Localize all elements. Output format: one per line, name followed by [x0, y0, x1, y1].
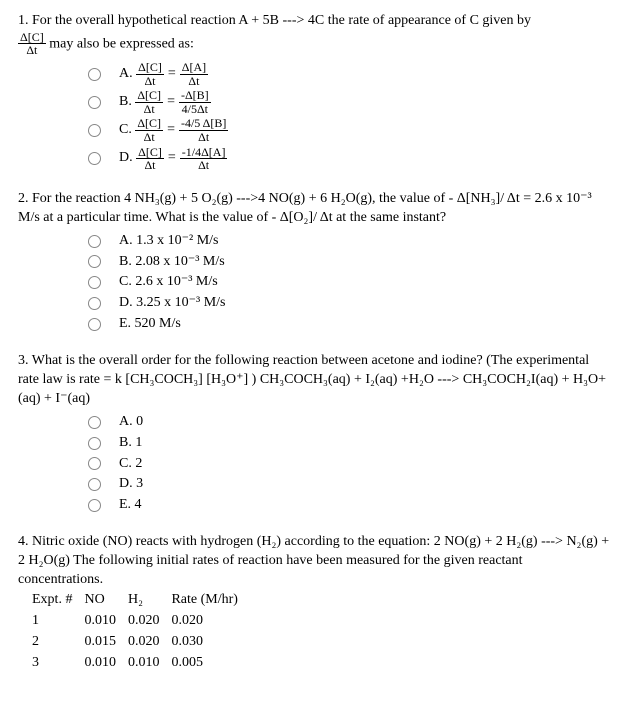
table-cell: 2 [26, 632, 78, 653]
q3-option-a: A. 0 [88, 413, 610, 432]
q3-option-b: B. 1 [88, 434, 610, 453]
q4-stem: 4. Nitric oxide (NO) reacts with hydroge… [18, 533, 610, 590]
q1-stem-text-b: may also be expressed as: [49, 36, 194, 51]
table-cell: 0.020 [122, 632, 166, 653]
q1-stem: 1. For the overall hypothetical reaction… [18, 12, 610, 57]
option-text: D. 3 [119, 475, 143, 494]
option-text: A. 1.3 x 10⁻² M/s [119, 232, 218, 251]
table-row: 1 0.010 0.020 0.020 [26, 611, 244, 632]
option-text: C. 2 [119, 455, 142, 474]
q2-stem: 2. For the reaction 4 NH₃(g) + 5 O₂(g) -… [18, 190, 610, 228]
q3-option-c: C. 2 [88, 455, 610, 474]
option-text: E. 4 [119, 496, 142, 515]
q1-option-c: C. Δ[C]Δt = -4/5 Δ[B]Δt [88, 117, 610, 143]
q3-option-d: D. 3 [88, 475, 610, 494]
q1-stem-text-a: 1. For the overall hypothetical reaction… [18, 13, 531, 28]
table-cell: 3 [26, 653, 78, 674]
option-text: C. 2.6 x 10⁻³ M/s [119, 273, 218, 292]
table-cell: 1 [26, 611, 78, 632]
table-cell: 0.015 [78, 632, 122, 653]
radio-icon[interactable] [88, 68, 101, 81]
radio-icon[interactable] [88, 124, 101, 137]
q4-table: Expt. # NO H₂ Rate (M/hr) 1 0.010 0.020 … [26, 590, 244, 674]
frac-lhs: Δ[C]Δt [135, 117, 163, 143]
q1-option-b: B. Δ[C]Δt = -Δ[B]4/5Δt [88, 89, 610, 115]
q2-option-b: B. 2.08 x 10⁻³ M/s [88, 253, 610, 272]
option-label: D. [119, 149, 136, 168]
q1-option-a: A. Δ[C]Δt = Δ[A]Δt [88, 61, 610, 87]
q1-stem-frac: Δ[C] Δt [18, 31, 46, 57]
option-text: B. 1 [119, 434, 142, 453]
frac-lhs: Δ[C]Δt [136, 146, 164, 172]
table-cell: 0.010 [122, 653, 166, 674]
q1-options: A. Δ[C]Δt = Δ[A]Δt B. Δ[C]Δt = -Δ[B]4/5Δ… [88, 61, 610, 172]
frac-rhs: -1/4Δ[A]Δt [180, 146, 228, 172]
q3-option-e: E. 4 [88, 496, 610, 515]
option-label: B. [119, 93, 135, 112]
option-text: E. 520 M/s [119, 315, 181, 334]
table-header: NO [78, 590, 122, 611]
radio-icon[interactable] [88, 499, 101, 512]
table-cell: 0.005 [165, 653, 243, 674]
radio-icon[interactable] [88, 437, 101, 450]
radio-icon[interactable] [88, 276, 101, 289]
radio-icon[interactable] [88, 416, 101, 429]
table-row: 3 0.010 0.010 0.005 [26, 653, 244, 674]
q2-options: A. 1.3 x 10⁻² M/s B. 2.08 x 10⁻³ M/s C. … [88, 232, 610, 334]
table-cell: 0.020 [165, 611, 243, 632]
radio-icon[interactable] [88, 318, 101, 331]
frac-rhs: -Δ[B]4/5Δt [179, 89, 211, 115]
radio-icon[interactable] [88, 235, 101, 248]
radio-icon[interactable] [88, 96, 101, 109]
question-4: 4. Nitric oxide (NO) reacts with hydroge… [18, 533, 610, 673]
q2-option-d: D. 3.25 x 10⁻³ M/s [88, 294, 610, 313]
table-header-row: Expt. # NO H₂ Rate (M/hr) [26, 590, 244, 611]
q2-option-a: A. 1.3 x 10⁻² M/s [88, 232, 610, 251]
equals-sign: = [167, 121, 175, 140]
frac-lhs: Δ[C]Δt [136, 61, 164, 87]
q2-option-e: E. 520 M/s [88, 315, 610, 334]
option-text: D. 3.25 x 10⁻³ M/s [119, 294, 225, 313]
equals-sign: = [167, 93, 175, 112]
q2-option-c: C. 2.6 x 10⁻³ M/s [88, 273, 610, 292]
table-cell: 0.030 [165, 632, 243, 653]
option-text: A. 0 [119, 413, 143, 432]
radio-icon[interactable] [88, 457, 101, 470]
table-cell: 0.010 [78, 653, 122, 674]
table-header: H₂ [122, 590, 166, 611]
radio-icon[interactable] [88, 152, 101, 165]
table-cell: 0.020 [122, 611, 166, 632]
frac-lhs: Δ[C]Δt [135, 89, 163, 115]
equals-sign: = [168, 65, 176, 84]
option-label: A. [119, 65, 136, 84]
equals-sign: = [168, 149, 176, 168]
q1-option-d: D. Δ[C]Δt = -1/4Δ[A]Δt [88, 146, 610, 172]
q3-options: A. 0 B. 1 C. 2 D. 3 E. 4 [88, 413, 610, 515]
table-header: Expt. # [26, 590, 78, 611]
option-text: B. 2.08 x 10⁻³ M/s [119, 253, 225, 272]
frac-rhs: -4/5 Δ[B]Δt [179, 117, 228, 143]
table-row: 2 0.015 0.020 0.030 [26, 632, 244, 653]
frac-rhs: Δ[A]Δt [180, 61, 208, 87]
radio-icon[interactable] [88, 255, 101, 268]
q3-stem: 3. What is the overall order for the fol… [18, 352, 610, 409]
table-cell: 0.010 [78, 611, 122, 632]
question-2: 2. For the reaction 4 NH₃(g) + 5 O₂(g) -… [18, 190, 610, 334]
option-label: C. [119, 121, 135, 140]
question-3: 3. What is the overall order for the fol… [18, 352, 610, 515]
question-1: 1. For the overall hypothetical reaction… [18, 12, 610, 172]
radio-icon[interactable] [88, 297, 101, 310]
table-header: Rate (M/hr) [165, 590, 243, 611]
radio-icon[interactable] [88, 478, 101, 491]
